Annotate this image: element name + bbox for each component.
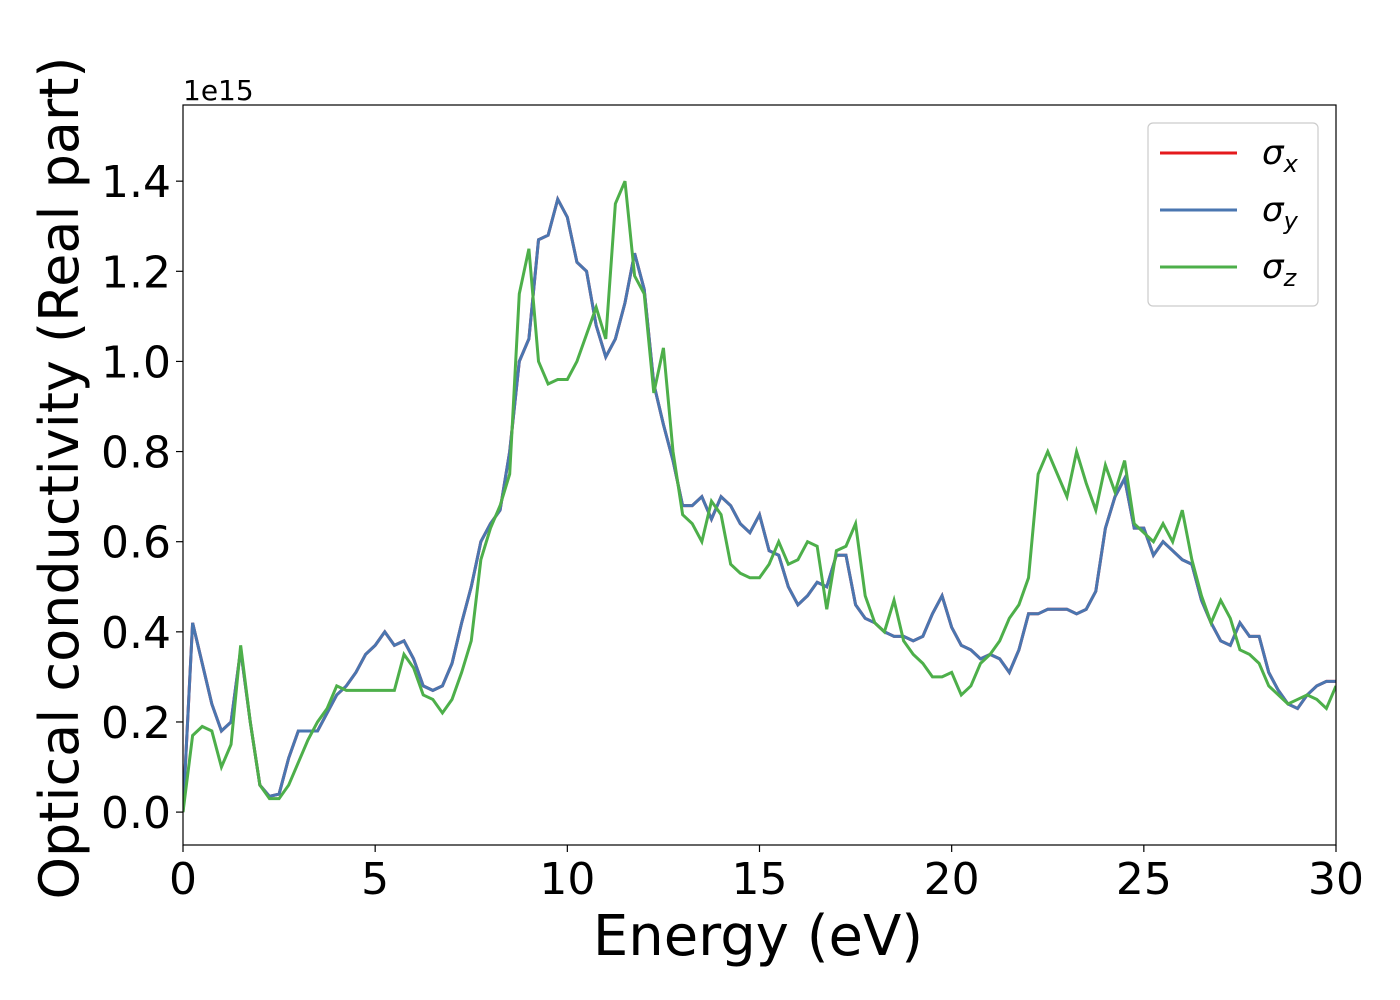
- y-tick-label: 1.2: [101, 247, 171, 298]
- y-tick-label: 1.0: [101, 337, 171, 388]
- x-tick-label: 15: [732, 854, 788, 905]
- series-line: [183, 180, 1336, 813]
- y-tick-label: 0.6: [101, 518, 171, 569]
- x-tick-label: 30: [1308, 854, 1364, 905]
- legend-label: σx: [1262, 133, 1299, 178]
- legend-label: σy: [1262, 190, 1299, 235]
- y-axis-label: Optical conductivity (Real part): [28, 57, 91, 900]
- legend-label: σz: [1262, 247, 1298, 292]
- y-tick-label: 0.8: [101, 428, 171, 479]
- x-tick-label: 25: [1116, 854, 1172, 905]
- y-tick-label: 1.4: [101, 157, 171, 208]
- x-tick-label: 5: [361, 854, 389, 905]
- series-line: [183, 195, 1336, 813]
- x-tick-label: 20: [924, 854, 980, 905]
- legend-box: [1147, 122, 1319, 307]
- y-tick-label: 0.4: [101, 608, 171, 659]
- x-tick-label: 10: [539, 854, 595, 905]
- x-axis-label: Energy (eV): [593, 904, 923, 969]
- y-tick-label: 0.0: [101, 788, 171, 839]
- y-tick-label: 0.2: [101, 698, 171, 749]
- x-tick-label: 0: [169, 854, 197, 905]
- y-offset-label: 1e15: [183, 74, 254, 107]
